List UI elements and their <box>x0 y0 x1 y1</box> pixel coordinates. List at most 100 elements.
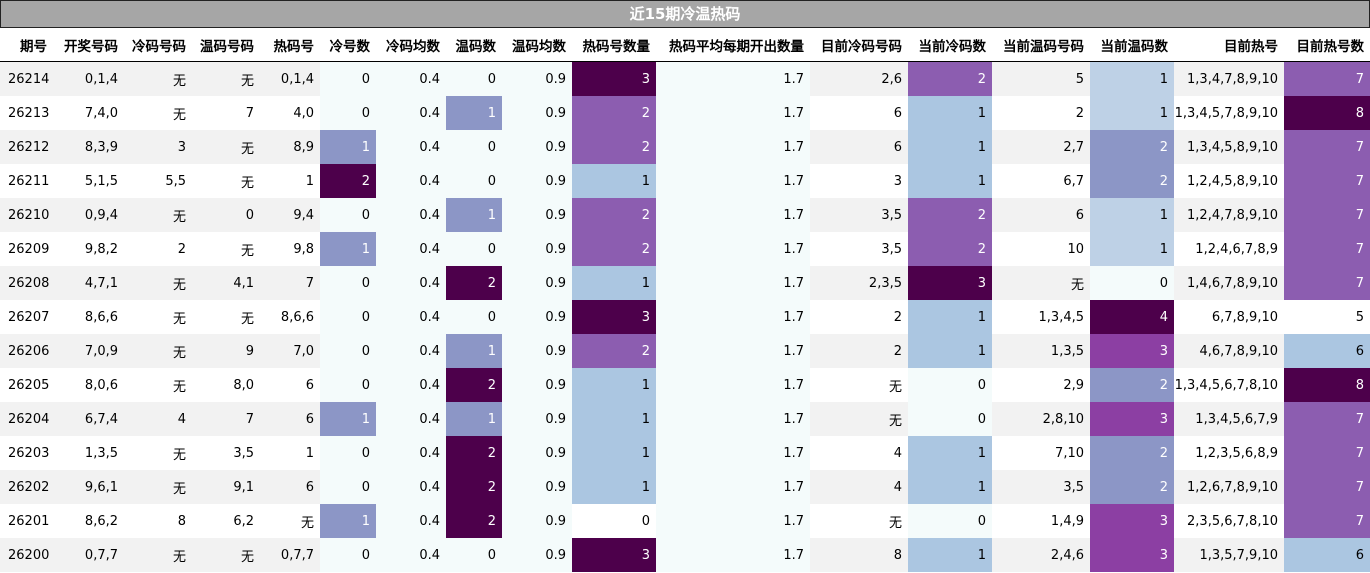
cell-hot-avg-per-draw: 1.7 <box>656 96 810 130</box>
cell-cold-avg: 0.4 <box>376 61 446 96</box>
cell-current-hot-numbers: 1,4,6,7,8,9,10 <box>1174 266 1284 300</box>
cell-hot-count: 3 <box>572 538 656 572</box>
cell-current-warm-numbers: 1,4,9 <box>992 504 1090 538</box>
cell-warm-count: 1 <box>446 334 502 368</box>
cell-cold-avg: 0.4 <box>376 436 446 470</box>
cell-cold-count: 1 <box>320 504 376 538</box>
cell-hot-numbers: 7 <box>260 266 320 300</box>
cell-hot-numbers: 1 <box>260 164 320 198</box>
cell-current-cold-numbers: 2,6 <box>810 61 908 96</box>
cell-hot-avg-per-draw: 1.7 <box>656 61 810 96</box>
cell-warm-avg: 0.9 <box>502 402 572 436</box>
table-row: 26208 4,7,1 无 4,1 7 0 0.4 2 0.9 1 1.7 2,3,5 3 无 0 1,4,6… <box>0 266 1370 300</box>
cell-warm-numbers: 7 <box>192 402 260 436</box>
cell-current-hot-numbers: 1,3,5,7,9,10 <box>1174 538 1284 572</box>
cell-hot-count: 1 <box>572 266 656 300</box>
cell-period: 26212 <box>0 130 54 164</box>
cell-hot-numbers: 无 <box>260 504 320 538</box>
cell-warm-numbers: 4,1 <box>192 266 260 300</box>
cell-current-warm-numbers: 2 <box>992 96 1090 130</box>
cell-hot-numbers: 8,9 <box>260 130 320 164</box>
cell-cold-avg: 0.4 <box>376 266 446 300</box>
cell-current-cold-numbers: 无 <box>810 368 908 402</box>
header-warm-count: 温码数 <box>446 28 502 62</box>
header-row: 期号 开奖号码 冷码号码 温码号码 热码号 冷号数 冷码均数 温码数 温码均数 … <box>0 28 1370 62</box>
cell-hot-count: 2 <box>572 130 656 164</box>
cell-current-hot-numbers: 1,2,4,5,8,9,10 <box>1174 164 1284 198</box>
cell-current-cold-count: 3 <box>908 266 992 300</box>
cell-draw-numbers: 9,6,1 <box>54 470 124 504</box>
cell-cold-count: 0 <box>320 538 376 572</box>
cell-draw-numbers: 9,8,2 <box>54 232 124 266</box>
cell-current-hot-count: 7 <box>1284 130 1370 164</box>
cell-current-warm-numbers: 2,7 <box>992 130 1090 164</box>
cell-warm-numbers: 9,1 <box>192 470 260 504</box>
cell-current-cold-numbers: 2,3,5 <box>810 266 908 300</box>
cell-period: 26210 <box>0 198 54 232</box>
cell-period: 26213 <box>0 96 54 130</box>
cell-cold-avg: 0.4 <box>376 130 446 164</box>
cell-cold-count: 0 <box>320 266 376 300</box>
cell-warm-avg: 0.9 <box>502 198 572 232</box>
cell-current-hot-numbers: 1,3,4,5,8,9,10 <box>1174 130 1284 164</box>
cold-warm-hot-table: 期号 开奖号码 冷码号码 温码号码 热码号 冷号数 冷码均数 温码数 温码均数 … <box>0 28 1370 572</box>
cell-period: 26207 <box>0 300 54 334</box>
cell-hot-avg-per-draw: 1.7 <box>656 300 810 334</box>
cell-current-warm-numbers: 1,3,4,5 <box>992 300 1090 334</box>
cell-cold-avg: 0.4 <box>376 334 446 368</box>
cell-cold-count: 0 <box>320 300 376 334</box>
cell-current-hot-count: 7 <box>1284 198 1370 232</box>
cell-cold-numbers: 无 <box>124 368 192 402</box>
cell-warm-numbers: 6,2 <box>192 504 260 538</box>
cell-current-cold-count: 0 <box>908 504 992 538</box>
cell-current-cold-numbers: 6 <box>810 130 908 164</box>
cell-cold-numbers: 无 <box>124 436 192 470</box>
cell-hot-numbers: 6 <box>260 402 320 436</box>
cell-cold-numbers: 无 <box>124 96 192 130</box>
header-draw-numbers: 开奖号码 <box>54 28 124 62</box>
cell-draw-numbers: 5,1,5 <box>54 164 124 198</box>
cell-hot-count: 2 <box>572 96 656 130</box>
cell-hot-numbers: 1 <box>260 436 320 470</box>
table-row: 26211 5,1,5 5,5 无 1 2 0.4 0 0.9 1 1.7 3 1 6,7 2 1,2,4,5… <box>0 164 1370 198</box>
cell-cold-numbers: 无 <box>124 334 192 368</box>
cell-current-cold-numbers: 3,5 <box>810 232 908 266</box>
cell-current-warm-count: 3 <box>1090 538 1174 572</box>
cell-cold-numbers: 无 <box>124 61 192 96</box>
cell-period: 26208 <box>0 266 54 300</box>
cell-cold-avg: 0.4 <box>376 470 446 504</box>
cell-hot-count: 3 <box>572 300 656 334</box>
cell-draw-numbers: 8,0,6 <box>54 368 124 402</box>
cell-warm-numbers: 无 <box>192 61 260 96</box>
cell-current-hot-numbers: 1,3,4,5,6,7,8,10 <box>1174 368 1284 402</box>
cell-warm-count: 2 <box>446 504 502 538</box>
cell-cold-count: 0 <box>320 334 376 368</box>
table-row: 26200 0,7,7 无无 0,7,7 0 0.4 0 0.9 3 1.7 8 1 2,4,6 3 1,3… <box>0 538 1370 572</box>
cell-current-warm-numbers: 2,8,10 <box>992 402 1090 436</box>
cell-warm-count: 1 <box>446 402 502 436</box>
header-current-cold-numbers: 目前冷码号码 <box>810 28 908 62</box>
cell-warm-count: 2 <box>446 368 502 402</box>
cell-cold-count: 0 <box>320 368 376 402</box>
header-cold-numbers: 冷码号码 <box>124 28 192 62</box>
cell-current-hot-numbers: 1,2,6,7,8,9,10 <box>1174 470 1284 504</box>
cell-current-hot-numbers: 1,3,4,5,7,8,9,10 <box>1174 96 1284 130</box>
cell-cold-count: 0 <box>320 96 376 130</box>
cell-current-cold-count: 0 <box>908 402 992 436</box>
cell-warm-avg: 0.9 <box>502 436 572 470</box>
cell-warm-count: 2 <box>446 436 502 470</box>
cell-draw-numbers: 1,3,5 <box>54 436 124 470</box>
cell-cold-avg: 0.4 <box>376 300 446 334</box>
cell-hot-count: 1 <box>572 470 656 504</box>
header-cold-count: 冷号数 <box>320 28 376 62</box>
cell-cold-count: 1 <box>320 402 376 436</box>
cell-draw-numbers: 0,7,7 <box>54 538 124 572</box>
cell-cold-numbers: 3 <box>124 130 192 164</box>
cell-current-hot-numbers: 2,3,5,6,7,8,10 <box>1174 504 1284 538</box>
cell-hot-avg-per-draw: 1.7 <box>656 198 810 232</box>
cell-period: 26206 <box>0 334 54 368</box>
cell-current-hot-numbers: 1,2,4,6,7,8,9 <box>1174 232 1284 266</box>
cell-current-hot-count: 7 <box>1284 470 1370 504</box>
cell-warm-count: 1 <box>446 96 502 130</box>
cell-warm-avg: 0.9 <box>502 266 572 300</box>
